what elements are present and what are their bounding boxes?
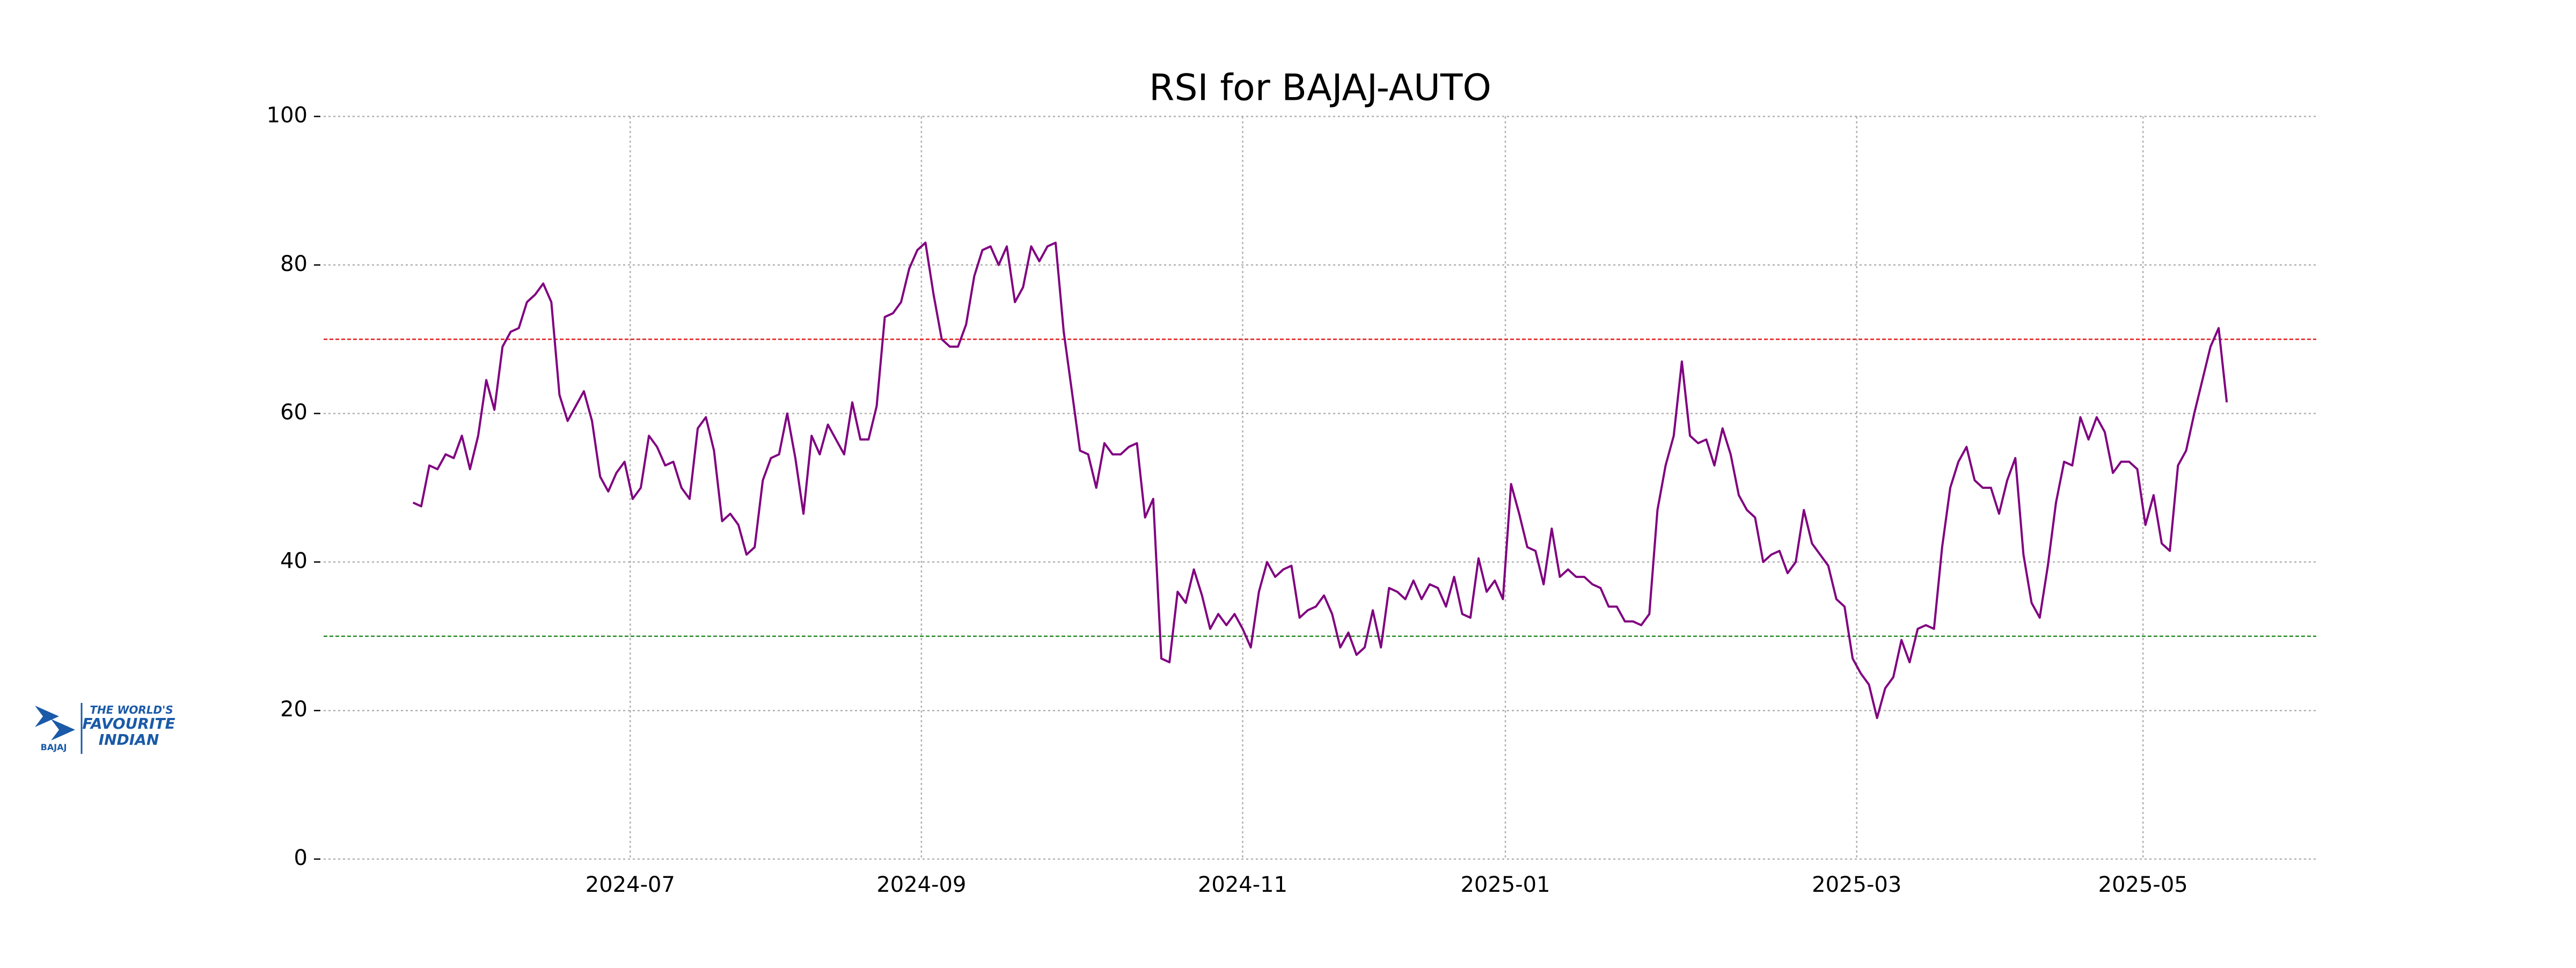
y-tick-label: 20 [280,697,308,722]
x-tick-label: 2024-07 [586,872,675,897]
logo-mark [35,706,75,740]
x-tick-label: 2025-03 [1812,872,1901,897]
logo: BAJAJ THE WORLD'S FAVOURITE INDIAN [35,703,175,754]
y-tick-label: 0 [294,846,308,870]
x-tick-label: 2025-01 [1460,872,1550,897]
logo-tagline: INDIAN [99,731,159,749]
logo-brand: BAJAJ [41,742,67,752]
y-tick-label: 80 [280,252,308,276]
x-tick-label: 2024-11 [1198,872,1287,897]
logo-tagline: FAVOURITE [82,715,175,732]
x-tick-label: 2025-05 [2098,872,2188,897]
y-tick-label: 40 [280,548,308,573]
rsi-line [412,241,2228,720]
chart-title: RSI for BAJAJ-AUTO [1149,67,1491,109]
x-tick-label: 2024-09 [876,872,966,897]
y-tick-label: 60 [280,400,308,425]
logo-tagline: THE WORLD'S [90,703,173,716]
y-tick-label: 100 [267,103,308,128]
